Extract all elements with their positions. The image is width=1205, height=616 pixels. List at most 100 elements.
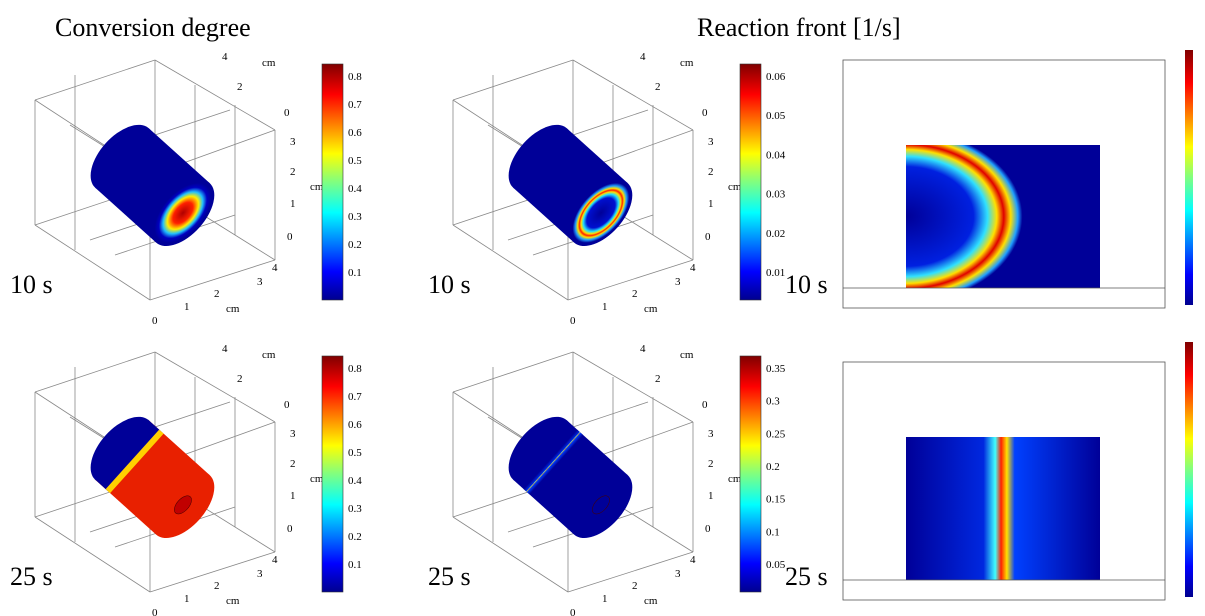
axis-tick-label: 0 bbox=[705, 231, 711, 243]
colorbar bbox=[322, 356, 343, 592]
axis-tick-label: 2 bbox=[290, 166, 296, 178]
axis-tick-label: 2 bbox=[655, 373, 661, 385]
axis-tick-label: 0 bbox=[702, 107, 708, 119]
axis-tick-label: cm bbox=[262, 57, 276, 69]
axis-tick-label: 1 bbox=[708, 490, 714, 502]
axis-tick-label: 2 bbox=[214, 288, 220, 300]
axis-tick-label: 1 bbox=[290, 490, 296, 502]
axis-tick-label: 3 bbox=[675, 568, 681, 580]
colorbar-label: 0.4 bbox=[348, 183, 362, 195]
colorbar bbox=[1185, 50, 1193, 305]
axis-tick-label: 3 bbox=[708, 136, 714, 148]
title: Reaction front [1/s] bbox=[697, 13, 901, 42]
colorbar-label: 0.02 bbox=[766, 228, 785, 240]
axis-tick-label: 0 bbox=[287, 523, 293, 535]
axis-tick-label: 4 bbox=[272, 262, 278, 274]
axis-tick-label: 3 bbox=[675, 276, 681, 288]
plot-3d: 4cm2032cm10432cm100.10.20.30.40.50.60.70… bbox=[10, 343, 362, 616]
axis-tick-label: 3 bbox=[257, 276, 263, 288]
axis-tick-label: 0 bbox=[284, 399, 290, 411]
colorbar bbox=[740, 64, 761, 300]
axis-tick-label: 0 bbox=[570, 607, 576, 616]
colorbar-label: 0.6 bbox=[348, 127, 362, 139]
colorbar-label: 0.8 bbox=[348, 363, 362, 375]
colorbar-label: 0.01 bbox=[766, 267, 785, 279]
colorbar-label: 0.4 bbox=[348, 475, 362, 487]
cylinder bbox=[79, 406, 226, 550]
wireframe bbox=[573, 60, 693, 130]
axis-tick-label: 2 bbox=[632, 580, 638, 592]
wireframe bbox=[155, 60, 275, 130]
wireframe bbox=[573, 352, 693, 422]
colorbar-label: 0.3 bbox=[348, 211, 362, 223]
domain bbox=[906, 145, 1100, 288]
axis-tick-label: 1 bbox=[708, 198, 714, 210]
colorbar-label: 0.05 bbox=[766, 110, 786, 122]
axis-tick-label: cm bbox=[226, 595, 240, 607]
colorbar-label: 0.8 bbox=[348, 71, 362, 83]
axis-tick-label: 2 bbox=[708, 458, 714, 470]
axis-tick-label: 4 bbox=[640, 51, 646, 63]
time-label: 25 s bbox=[10, 562, 53, 591]
colorbar-label: 0.5 bbox=[348, 447, 362, 459]
colorbar bbox=[740, 356, 761, 592]
axis-tick-label: 3 bbox=[290, 136, 296, 148]
colorbar-label: 0.2 bbox=[348, 239, 362, 251]
colorbar-label: 0.7 bbox=[348, 391, 362, 403]
axis-tick-label: cm bbox=[680, 57, 694, 69]
axis-tick-label: 1 bbox=[290, 198, 296, 210]
axis-tick-label: 2 bbox=[237, 373, 243, 385]
axis-tick-label: 3 bbox=[257, 568, 263, 580]
axis-tick-label: cm bbox=[644, 595, 658, 607]
wireframe bbox=[35, 352, 155, 392]
axis-tick-label: 1 bbox=[602, 593, 608, 605]
axis-tick-label: 2 bbox=[290, 458, 296, 470]
axis-tick-label: 0 bbox=[705, 523, 711, 535]
axis-tick-label: 0 bbox=[702, 399, 708, 411]
axis-tick-label: 0 bbox=[284, 107, 290, 119]
colorbar-label: 0.7 bbox=[348, 99, 362, 111]
time-label: 25 s bbox=[785, 562, 828, 591]
colorbar-label: 0.25 bbox=[766, 428, 786, 440]
colorbar-label: 0.03 bbox=[766, 189, 786, 201]
colorbar-label: 0.15 bbox=[766, 494, 786, 506]
title: Conversion degree bbox=[55, 13, 251, 42]
colorbar-label: 0.2 bbox=[348, 531, 362, 543]
colorbar-label: 0.05 bbox=[766, 559, 786, 571]
wireframe bbox=[453, 352, 573, 392]
axis-tick-label: cm bbox=[644, 303, 658, 315]
time-label: 10 s bbox=[10, 270, 53, 299]
axis-tick-label: 0 bbox=[570, 315, 576, 327]
axis-tick-label: 0 bbox=[152, 315, 158, 327]
colorbar-label: 0.35 bbox=[766, 363, 786, 375]
axis-tick-label: 2 bbox=[708, 166, 714, 178]
colorbar-label: 0.1 bbox=[348, 267, 362, 279]
colorbar-label: 0.1 bbox=[348, 559, 362, 571]
wireframe bbox=[453, 60, 573, 100]
cylinder bbox=[79, 114, 226, 258]
colorbar-label: 0.5 bbox=[348, 155, 362, 167]
axis-tick-label: 4 bbox=[222, 51, 228, 63]
colorbar-label: 0.3 bbox=[766, 396, 780, 408]
time-label: 10 s bbox=[428, 270, 471, 299]
wireframe bbox=[35, 60, 155, 100]
axis-tick-label: 1 bbox=[184, 593, 190, 605]
plot-2d: 25 s bbox=[785, 342, 1193, 600]
cylinder bbox=[497, 406, 644, 550]
colorbar-label: 0.3 bbox=[348, 503, 362, 515]
figure: Conversion degree Reaction front [1/s] 4… bbox=[0, 0, 1205, 616]
colorbar-label: 0.06 bbox=[766, 71, 786, 83]
colorbar bbox=[1185, 342, 1193, 597]
axis-tick-label: 2 bbox=[632, 288, 638, 300]
domain bbox=[906, 437, 1100, 580]
axis-tick-label: 1 bbox=[602, 301, 608, 313]
plot-2d: 10 s bbox=[785, 50, 1193, 308]
axis-tick-label: 2 bbox=[214, 580, 220, 592]
time-label: 10 s bbox=[785, 270, 828, 299]
axis-tick-label: 4 bbox=[640, 343, 646, 355]
colorbar-label: 0.6 bbox=[348, 419, 362, 431]
colorbar-label: 0.1 bbox=[766, 526, 780, 538]
